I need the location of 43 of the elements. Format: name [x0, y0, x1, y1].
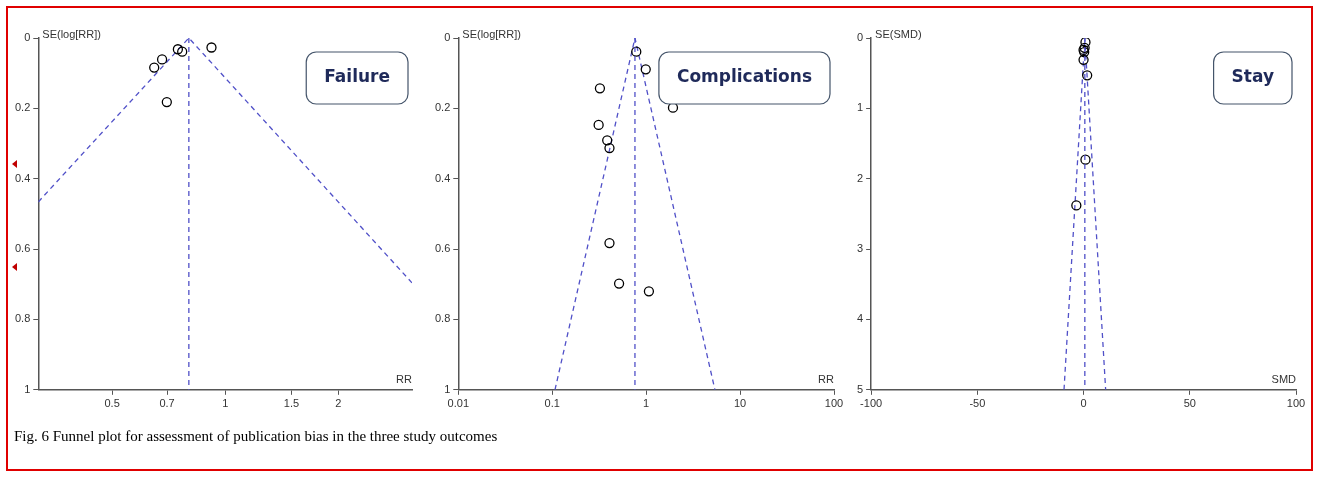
x-tick-label: 0.5	[104, 397, 120, 410]
caption: Fig. 6 Funnel plot for assessment of publication bias in the three study outcomes	[14, 428, 498, 445]
y-tick-label: 0.6	[14, 242, 31, 255]
x-tick-label: 50	[1183, 397, 1196, 410]
y-tick-label: 0.8	[434, 312, 451, 325]
x-tick-label: 0.7	[159, 397, 175, 410]
x-tick-label: 0.01	[447, 397, 469, 410]
y-tick-label: 0	[856, 31, 864, 44]
y-tick-label: 0	[444, 31, 451, 44]
y-tick-label: 3	[856, 242, 864, 255]
y-tick-label: 0.4	[434, 171, 451, 184]
y-tick-label: 0.6	[434, 242, 451, 255]
x-tick-label: 10	[733, 397, 747, 410]
y-tick-label: 0.2	[14, 101, 31, 114]
x-tick-label: -100	[860, 397, 883, 410]
x-axis-title: RR	[818, 373, 835, 386]
x-tick-label: -50	[969, 397, 986, 410]
x-axis-title: RR	[396, 373, 413, 386]
y-tick-label: 0	[24, 31, 31, 44]
x-tick-label: 0.1	[544, 397, 560, 410]
y-tick-label: 1	[24, 382, 31, 395]
y-axis-title: SE(SMD)	[875, 27, 922, 40]
x-tick-label: 1.5	[283, 397, 300, 410]
y-axis-title: SE(log[RR])	[42, 27, 101, 40]
y-tick-label: 0.4	[14, 171, 31, 184]
y-tick-label: 2	[856, 171, 864, 184]
annotation: Failure	[324, 66, 390, 87]
annotation: Stay	[1231, 66, 1274, 87]
annotation: Complications	[676, 66, 813, 87]
x-tick-label: 2	[335, 397, 342, 410]
x-tick-label: 100	[1286, 397, 1306, 410]
y-axis-title: SE(log[RR])	[462, 27, 521, 40]
x-axis-title: SMD	[1271, 373, 1297, 386]
y-tick-label: 1	[856, 101, 864, 114]
x-tick-label: 1	[643, 397, 650, 410]
y-tick-label: 0.8	[14, 312, 31, 325]
x-tick-label: 100	[824, 397, 844, 410]
x-tick-label: 1	[222, 397, 229, 410]
y-tick-label: 4	[856, 312, 864, 325]
y-tick-label: 1	[444, 382, 451, 395]
x-tick-label: 0	[1080, 397, 1087, 410]
y-tick-label: 0.2	[434, 101, 451, 114]
y-tick-label: 5	[856, 382, 864, 395]
